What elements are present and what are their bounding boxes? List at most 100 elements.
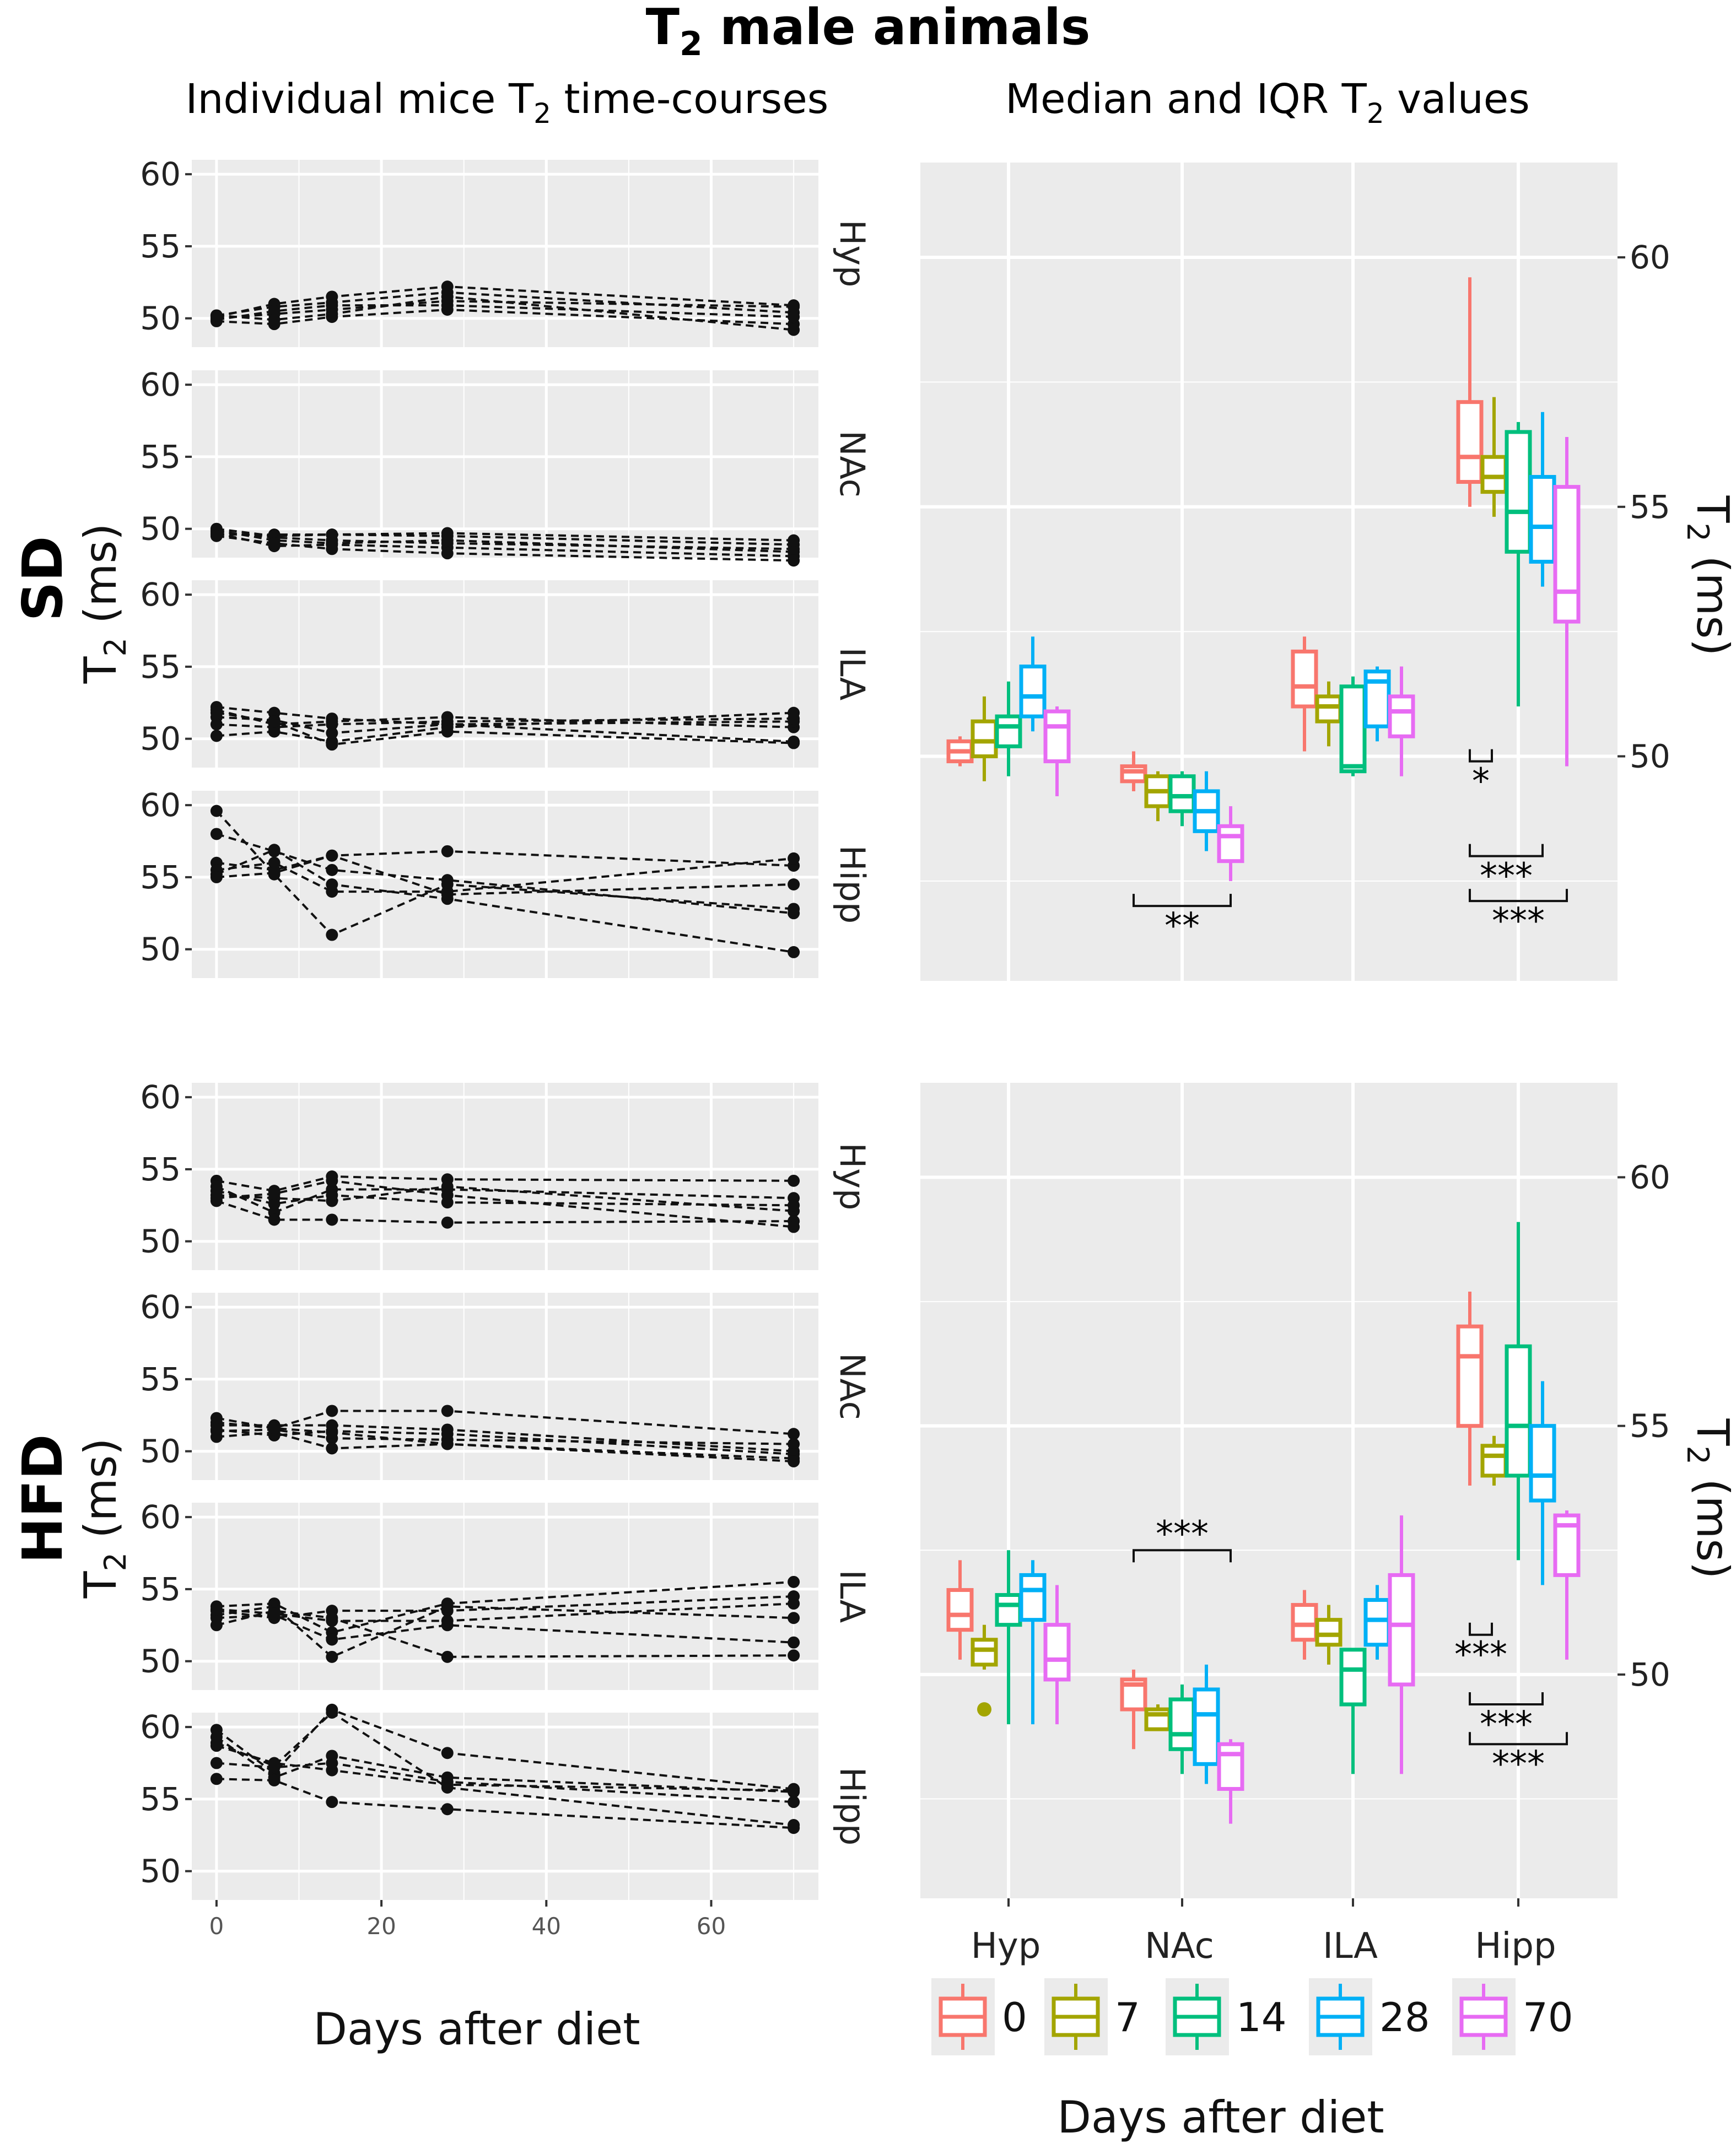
legend: 0 7 14 28 70 — [931, 1978, 1573, 2055]
data-point — [441, 290, 454, 303]
box-ila-day-70 — [1388, 666, 1415, 776]
strip-label-ila: ILA — [832, 647, 872, 701]
y-tick-label: 60 — [140, 576, 181, 613]
data-point — [268, 867, 281, 879]
significance-label: *** — [1454, 1635, 1507, 1676]
data-point — [441, 1650, 454, 1663]
box-nac-day-7 — [1144, 1704, 1172, 1731]
legend-label: 14 — [1236, 1994, 1287, 2040]
strip-label-nac: NAc — [832, 1353, 872, 1420]
box-iqr — [1193, 1687, 1220, 1766]
data-point — [326, 718, 338, 731]
box-iqr — [1120, 764, 1147, 784]
series-line-2 — [216, 1185, 794, 1214]
y-tick-label: 50 — [140, 931, 181, 968]
significance-hipp-3: *** — [1469, 1692, 1544, 1745]
data-point — [788, 946, 800, 958]
box-hyp-day-28 — [1019, 1560, 1047, 1725]
y-tick-label: 50 — [1630, 1656, 1670, 1693]
legend-label: 28 — [1379, 1994, 1430, 2040]
left-ylabel-sd: T2 (ms) — [75, 523, 133, 684]
box-iqr — [1505, 1344, 1532, 1478]
box-nac-day-28 — [1193, 771, 1220, 851]
significance-hipp-2: * — [1469, 749, 1493, 802]
panel-background — [192, 1083, 818, 1270]
data-point — [326, 1405, 338, 1417]
box-hyp-day-14 — [995, 1550, 1022, 1725]
box-nac-day-0 — [1120, 1669, 1147, 1750]
y-tick-label: 60 — [1630, 1158, 1670, 1196]
data-point — [441, 1189, 454, 1201]
data-point — [441, 1600, 454, 1613]
panel-strip — [818, 1503, 867, 1690]
data-point — [210, 530, 223, 542]
row-label-sd: SD — [10, 536, 75, 621]
panel-background — [192, 1713, 818, 1900]
strip-label-hipp: Hipp — [832, 1767, 872, 1846]
series-line-3 — [216, 1605, 794, 1659]
data-point — [268, 314, 281, 326]
data-point — [441, 1747, 454, 1759]
box-iqr — [1019, 1573, 1047, 1622]
data-point — [210, 1757, 223, 1769]
box-ila-day-70 — [1388, 1515, 1415, 1774]
y-tick-label: 55 — [140, 1361, 181, 1398]
data-point — [268, 1187, 281, 1200]
data-point — [210, 309, 223, 322]
legend-item-70: 70 — [1452, 1978, 1573, 2055]
data-point — [788, 299, 800, 312]
data-point — [788, 712, 800, 725]
data-point — [441, 534, 454, 547]
timecourse-panel-sd-nac: NAc 50 55 60 — [140, 366, 872, 567]
data-point — [788, 546, 800, 558]
data-point — [788, 323, 800, 336]
y-tick-label: 60 — [140, 786, 181, 824]
y-tick-label: 55 — [140, 438, 181, 476]
significance-bracket — [1469, 844, 1544, 857]
box-ila-day-28 — [1363, 1585, 1391, 1660]
significance-bracket — [1133, 894, 1232, 908]
box-iqr — [1553, 485, 1581, 624]
data-point — [210, 1603, 223, 1616]
significance-bracket — [1469, 889, 1568, 903]
significance-bracket — [1469, 1622, 1493, 1636]
data-point — [788, 1597, 800, 1610]
strip-label-hipp: Hipp — [832, 845, 872, 924]
y-tick-label: 55 — [1630, 488, 1670, 526]
strip-label-hyp: Hyp — [832, 220, 872, 288]
box-iqr — [1217, 1742, 1244, 1791]
significance-hipp-2: *** — [1454, 1622, 1507, 1676]
strip-label-nac: NAc — [832, 430, 872, 498]
box-iqr — [946, 1588, 974, 1632]
data-point — [210, 1412, 223, 1424]
panel-strip — [818, 370, 867, 558]
x-tick-label: 60 — [697, 1913, 726, 1940]
timecourse-panel-sd-ila: ILA 50 55 60 — [140, 576, 872, 768]
box-hyp-day-0 — [946, 736, 974, 766]
y-tick-label: 55 — [1630, 1407, 1670, 1445]
significance-label: ** — [1164, 906, 1200, 947]
data-point — [788, 1636, 800, 1649]
data-point — [210, 828, 223, 840]
data-point — [788, 852, 800, 865]
y-tick-label: 50 — [140, 720, 181, 758]
box-ila-day-0 — [1291, 636, 1318, 752]
y-tick-label: 55 — [140, 1151, 181, 1188]
box-iqr — [995, 1593, 1022, 1627]
panel-background — [192, 1503, 818, 1690]
data-point — [441, 1438, 454, 1450]
data-point — [788, 1174, 800, 1187]
panel-strip — [818, 580, 867, 768]
data-point — [788, 737, 800, 749]
box-hyp-day-28 — [1019, 636, 1047, 732]
box-iqr — [995, 714, 1022, 748]
data-point — [788, 1199, 800, 1212]
data-point — [268, 1607, 281, 1620]
y-tick-label: 55 — [140, 1570, 181, 1608]
series-line-1 — [216, 1580, 794, 1634]
box-hyp-day-70 — [1043, 1585, 1071, 1725]
category-label-ila: ILA — [1323, 1926, 1378, 1967]
